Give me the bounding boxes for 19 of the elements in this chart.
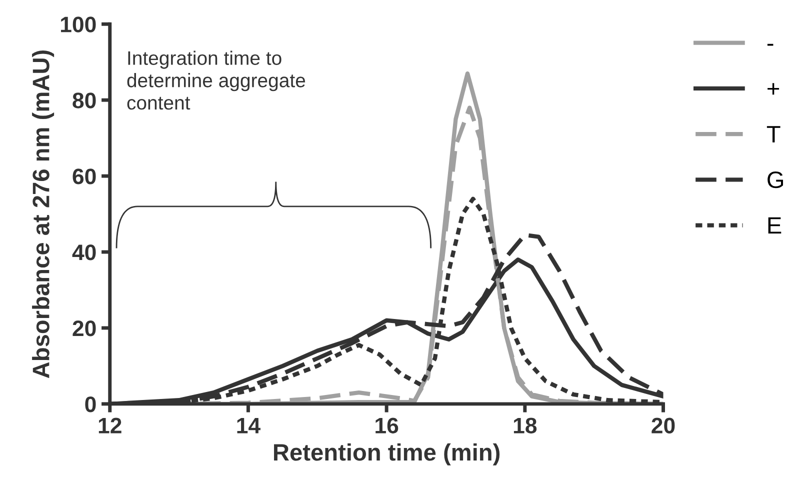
- y-tick-label: 80: [72, 92, 96, 108]
- y-tick-label: 20: [72, 320, 96, 336]
- legend-label: -: [767, 44, 774, 46]
- annotation: Integration time to determine aggregate content: [127, 50, 306, 110]
- x-axis-title: Retention time (min): [274, 443, 500, 466]
- y-tick-label: 40: [72, 244, 96, 260]
- legend-label: E: [768, 217, 782, 234]
- x-tick-label: 18: [514, 418, 537, 434]
- legend-label: G: [768, 171, 784, 188]
- legend-label: T: [766, 126, 780, 142]
- y-axis-title: Absorbance at 276 nm (mAU): [32, 50, 54, 378]
- y-tick-label: 100: [61, 16, 96, 32]
- x-tick-label: 14: [237, 418, 260, 434]
- y-tick-label: 60: [72, 168, 96, 184]
- x-tick-label: 12: [98, 418, 122, 434]
- x-tick-label: 16: [376, 418, 398, 434]
- legend-label: +: [768, 83, 780, 95]
- y-tick-label: 0: [85, 396, 96, 412]
- x-tick-label: 20: [652, 418, 675, 434]
